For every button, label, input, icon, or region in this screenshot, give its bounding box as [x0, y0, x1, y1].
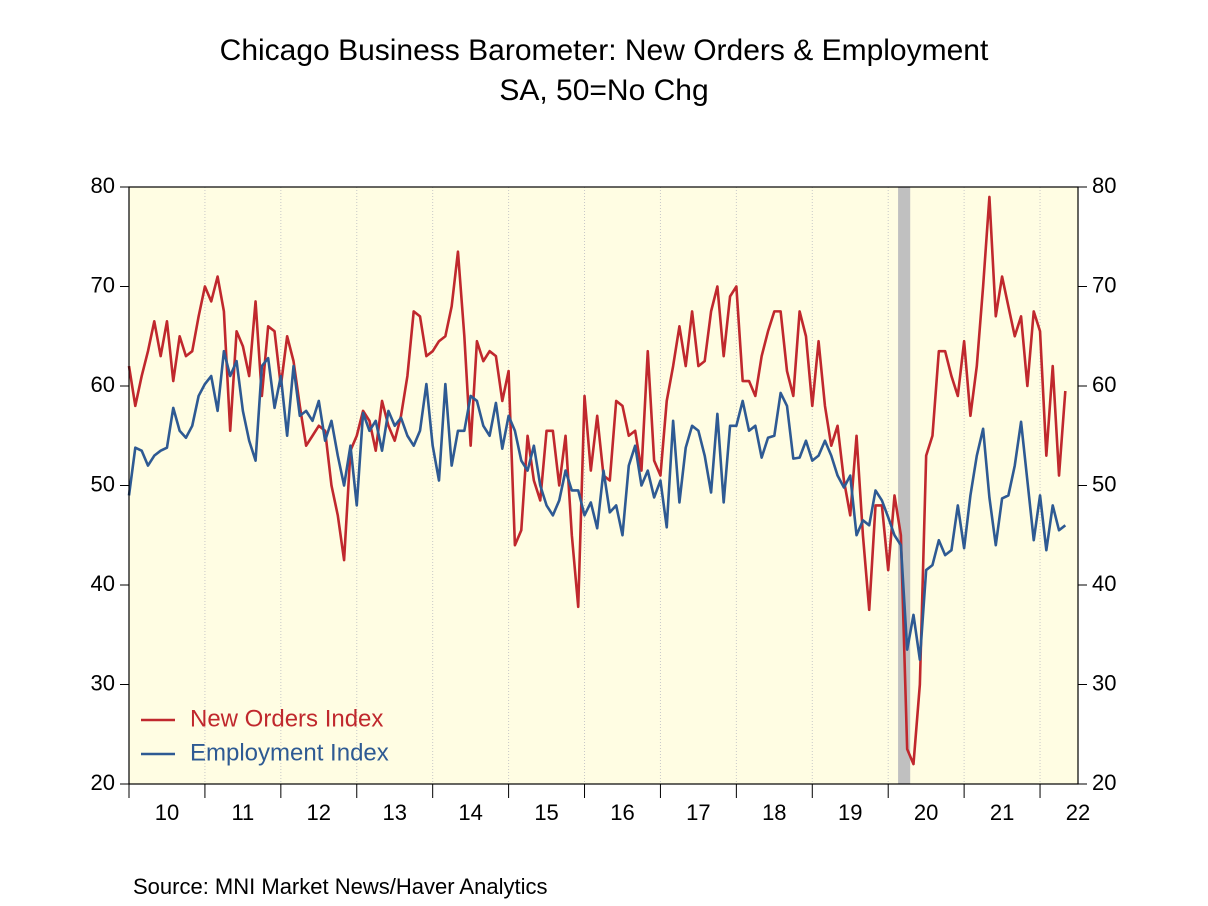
x-tick-label: 22: [1066, 800, 1090, 825]
source-note: Source: MNI Market News/Haver Analytics: [133, 874, 547, 899]
y-tick-label: 80: [91, 173, 115, 198]
y2-tick-label: 40: [1092, 571, 1116, 596]
y2-tick-label: 50: [1092, 471, 1116, 496]
chart-title: Chicago Business Barometer: New Orders &…: [220, 34, 989, 67]
x-tick-label: 17: [686, 800, 710, 825]
x-tick-label: 14: [458, 800, 482, 825]
x-tick-label: 15: [534, 800, 558, 825]
y-tick-label: 40: [91, 571, 115, 596]
y2-tick-label: 60: [1092, 372, 1116, 397]
x-tick-label: 19: [838, 800, 862, 825]
x-tick-label: 11: [231, 800, 254, 825]
plot-area: [129, 187, 1078, 784]
y2-tick-label: 70: [1092, 272, 1116, 297]
x-tick-label: 20: [914, 800, 938, 825]
y-tick-label: 30: [91, 670, 115, 695]
y-tick-label: 60: [91, 372, 115, 397]
y-tick-label: 50: [91, 471, 115, 496]
data-line: [127, 349, 1067, 661]
recession-band: [898, 187, 911, 784]
x-tick-label: 10: [155, 800, 179, 825]
legend-label: Employment Index: [190, 739, 389, 766]
legend-label: New Orders Index: [190, 705, 383, 732]
y2-tick-label: 80: [1092, 173, 1116, 198]
y2-tick-label: 20: [1092, 770, 1116, 795]
x-tick-label: 21: [990, 800, 1014, 825]
y-tick-label: 20: [91, 770, 115, 795]
x-tick-label: 18: [762, 800, 786, 825]
x-tick-label: 16: [610, 800, 634, 825]
x-tick-label: 13: [382, 800, 406, 825]
plot-frame: [128, 186, 1079, 785]
data-line: [127, 195, 1067, 766]
y-tick-label: 70: [91, 272, 115, 297]
x-tick-label: 12: [307, 800, 331, 825]
chart-subtitle: SA, 50=No Chg: [499, 74, 708, 107]
y2-tick-label: 30: [1092, 670, 1116, 695]
